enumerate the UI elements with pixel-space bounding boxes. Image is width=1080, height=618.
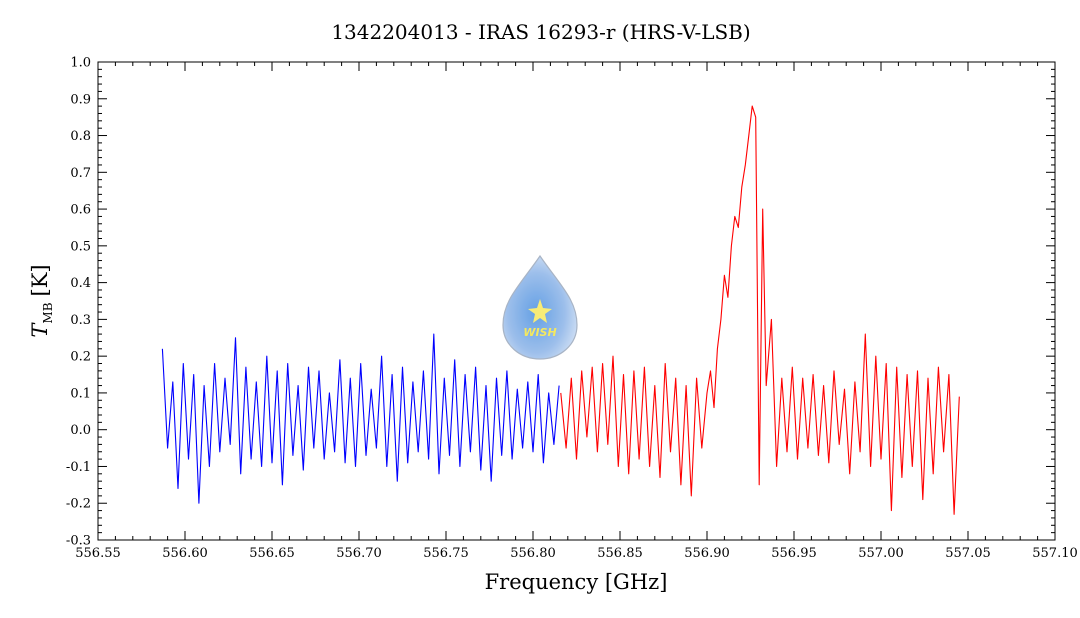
y-tick-label: 0.9: [70, 92, 91, 107]
x-tick-label: 556.85: [597, 546, 643, 561]
series-layer: [161, 105, 960, 515]
x-tick-label: 556.65: [249, 546, 295, 561]
plot-frame: [97, 61, 1056, 541]
x-tick-label: 557.05: [945, 546, 991, 561]
y-axis-unit: [K]: [28, 264, 52, 296]
x-tick-label: 557.10: [1032, 546, 1078, 561]
x-tick-label: 556.80: [510, 546, 556, 561]
watermark-text: WISH: [523, 326, 556, 339]
y-tick-label: 0.4: [70, 276, 91, 291]
chart-title: 1342204013 - IRAS 16293-r (HRS-V-LSB): [331, 20, 750, 44]
y-tick-label: 0.6: [70, 203, 91, 218]
series-line-1: [560, 105, 960, 515]
y-axis-symbol: T: [28, 322, 52, 338]
series-line-0: [161, 333, 560, 504]
y-axis-title: TMB [K]: [28, 264, 55, 337]
watermark-logo: WISH: [502, 254, 578, 360]
y-tick-label: 0.3: [70, 313, 91, 328]
x-tick-label: 557.00: [858, 546, 904, 561]
y-tick-label: 0.0: [70, 423, 91, 438]
x-axis: 556.55 556.60 556.65 556.70 556.75 556.80 556.…: [75, 62, 1078, 561]
x-tick-label: 556.95: [771, 546, 817, 561]
y-tick-label: 1.0: [70, 56, 91, 71]
x-tick-label: 556.70: [336, 546, 382, 561]
y-tick-label: -0.2: [66, 497, 91, 512]
y-tick-label: 0.2: [70, 350, 91, 365]
y-axis-subscript: MB: [41, 302, 55, 323]
y-tick-label: 0.7: [70, 166, 91, 181]
y-axis: 1.0 0.9 0.8 0.7 0.6 0.5 0.4 0.3 0.2 0.1 0.0 -0.1 -0.…: [66, 56, 1055, 549]
y-tick-label: 0.5: [70, 239, 91, 254]
wish-star-icon: [528, 299, 552, 323]
y-tick-label: -0.1: [66, 460, 91, 475]
x-tick-label: 556.60: [162, 546, 208, 561]
x-tick-label: 556.55: [75, 546, 121, 561]
x-tick-label: 556.90: [684, 546, 730, 561]
y-tick-label: 0.8: [70, 129, 91, 144]
y-tick-label: -0.3: [66, 534, 91, 549]
x-tick-label: 556.75: [423, 546, 469, 561]
y-tick-label: 0.1: [70, 386, 91, 401]
x-axis-title: Frequency [GHz]: [485, 570, 668, 594]
